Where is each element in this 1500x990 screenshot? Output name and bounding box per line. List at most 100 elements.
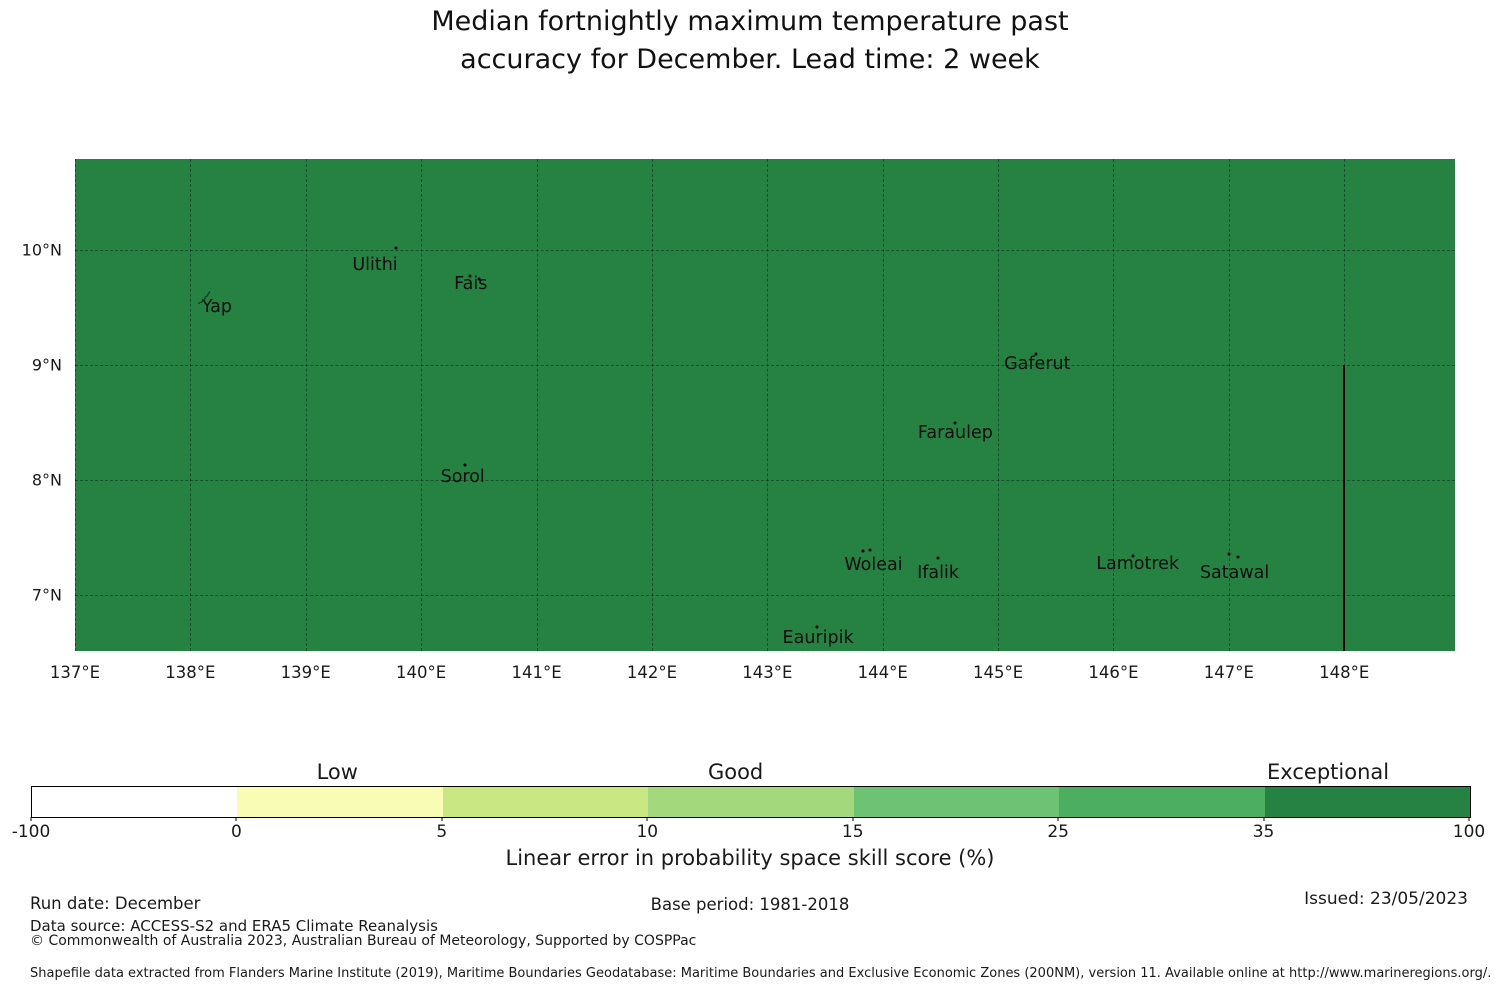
island-dot bbox=[1034, 352, 1038, 356]
colorbar-tick-mark bbox=[441, 817, 443, 821]
x-tick-label: 140°E bbox=[396, 663, 447, 682]
colorbar-tick-label: 25 bbox=[1047, 822, 1069, 842]
colorbar-segment bbox=[32, 787, 238, 817]
x-tick-label: 138°E bbox=[165, 663, 216, 682]
colorbar-section-labels: Low Good Exceptional bbox=[31, 754, 1469, 784]
map-plot: Yap Ulithi Fais Sorol Gaferut Faraulep Woleai I… bbox=[75, 159, 1455, 651]
colorbar-tick-label: 15 bbox=[841, 822, 864, 842]
colorbar-tick-mark bbox=[235, 817, 237, 821]
island-dot bbox=[1227, 552, 1231, 556]
longitude-gridline bbox=[305, 159, 307, 651]
x-axis-tick-labels: 137°E 138°E 139°E 140°E 141°E 142°E 143°E 144°E… bbox=[50, 661, 1455, 687]
x-tick-label: 141°E bbox=[511, 663, 562, 682]
x-tick-label: 144°E bbox=[857, 663, 908, 682]
longitude-gridline bbox=[651, 159, 653, 651]
island-label: Woleai bbox=[844, 554, 903, 575]
eez-boundary-line bbox=[1343, 364, 1346, 651]
colorbar-segment bbox=[1264, 787, 1470, 817]
longitude-gridline bbox=[75, 159, 76, 651]
colorbar-tick-label: 100 bbox=[1452, 822, 1486, 842]
latitude-gridline bbox=[75, 249, 1455, 251]
island-dot bbox=[868, 548, 872, 552]
island-dot bbox=[468, 274, 472, 278]
y-tick-label: 7°N bbox=[31, 585, 62, 605]
shapefile-note-text: Shapefile data extracted from Flanders M… bbox=[30, 966, 1492, 981]
base-period-text: Base period: 1981-2018 bbox=[650, 895, 850, 914]
longitude-gridline bbox=[536, 159, 538, 651]
colorbar-tick-label: 0 bbox=[231, 822, 242, 842]
colorbar-tick-mark bbox=[30, 817, 32, 821]
longitude-gridline bbox=[1113, 159, 1115, 651]
island-label: Ifalik bbox=[917, 562, 960, 583]
island-dot bbox=[477, 277, 481, 281]
island-dot bbox=[936, 556, 940, 560]
y-axis-tick-labels: 7°N 8°N 9°N 10°N bbox=[0, 159, 62, 651]
island-label: Sorol bbox=[440, 467, 485, 488]
x-tick-label: 143°E bbox=[742, 663, 793, 682]
island-dot bbox=[861, 549, 865, 553]
colorbar-segment bbox=[237, 787, 443, 817]
run-date-text: Run date: December bbox=[30, 894, 201, 913]
colorbar-section-label: Exceptional bbox=[1267, 760, 1390, 784]
longitude-gridline bbox=[421, 159, 423, 651]
island-label: Satawal bbox=[1199, 562, 1270, 583]
island-dot bbox=[1131, 554, 1135, 558]
colorbar-tick-mark bbox=[1468, 817, 1470, 821]
chart-title-line1: Median fortnightly maximum temperature p… bbox=[431, 6, 1069, 37]
colorbar-tick-label: 10 bbox=[636, 822, 659, 842]
island-dot bbox=[463, 463, 467, 467]
x-tick-label: 148°E bbox=[1319, 663, 1370, 682]
colorbar-bar bbox=[31, 786, 1471, 818]
island-dot bbox=[1236, 555, 1240, 559]
colorbar-segment bbox=[648, 787, 854, 817]
island-label: Gaferut bbox=[1004, 353, 1071, 374]
longitude-gridline bbox=[882, 159, 884, 651]
colorbar-section-label: Low bbox=[316, 760, 358, 784]
island-label: Ulithi bbox=[352, 254, 398, 275]
yap-island-shape bbox=[195, 289, 213, 313]
issued-date-text: Issued: 23/05/2023 bbox=[1304, 889, 1468, 909]
longitude-gridline bbox=[1228, 159, 1230, 651]
colorbar-tick-label: -100 bbox=[11, 822, 51, 842]
chart-title: Median fortnightly maximum temperature p… bbox=[0, 3, 1500, 79]
latitude-gridline bbox=[75, 364, 1455, 366]
colorbar-tick-mark bbox=[852, 817, 854, 821]
x-tick-label: 137°E bbox=[49, 663, 101, 682]
island-label: Fais bbox=[454, 274, 488, 295]
longitude-gridline bbox=[998, 159, 1000, 651]
x-tick-label: 147°E bbox=[1203, 663, 1254, 682]
island-dot bbox=[815, 625, 819, 629]
island-label: Eauripik bbox=[782, 628, 854, 649]
x-tick-label: 142°E bbox=[626, 663, 678, 682]
colorbar-tick-label: 35 bbox=[1252, 822, 1275, 842]
island-label: Yap bbox=[201, 297, 232, 318]
colorbar-segment bbox=[442, 787, 649, 817]
latitude-gridline bbox=[75, 479, 1455, 481]
island-label: Lamotrek bbox=[1096, 553, 1180, 574]
colorbar-ticks: -100 0 5 10 15 25 35 100 bbox=[12, 817, 1485, 845]
colorbar-tick-mark bbox=[1263, 817, 1265, 821]
colorbar-segment bbox=[1059, 787, 1265, 817]
x-tick-label: 146°E bbox=[1088, 663, 1139, 682]
x-tick-label: 145°E bbox=[972, 663, 1024, 682]
colorbar-tick-mark bbox=[1057, 817, 1059, 821]
x-tick-label: 139°E bbox=[280, 663, 331, 682]
y-tick-label: 9°N bbox=[31, 355, 62, 375]
data-source-text: Data source: ACCESS-S2 and ERA5 Climate … bbox=[30, 917, 438, 935]
y-tick-label: 10°N bbox=[21, 240, 62, 260]
longitude-gridline bbox=[767, 159, 769, 651]
island-dot bbox=[394, 246, 398, 249]
copyright-text: © Commonwealth of Australia 2023, Austra… bbox=[30, 933, 697, 949]
island-dot bbox=[953, 421, 957, 425]
colorbar-axis-label: Linear error in probability space skill … bbox=[505, 846, 995, 870]
yap-island-icon bbox=[197, 291, 211, 305]
chart-title-line2: accuracy for December. Lead time: 2 week bbox=[460, 44, 1040, 75]
colorbar-tick-mark bbox=[646, 817, 648, 821]
y-tick-label: 8°N bbox=[31, 470, 62, 490]
colorbar-segment bbox=[853, 787, 1060, 817]
longitude-gridline bbox=[190, 159, 192, 651]
latitude-gridline bbox=[75, 594, 1455, 596]
island-label: Faraulep bbox=[917, 422, 993, 443]
colorbar-section-label: Good bbox=[707, 760, 764, 784]
